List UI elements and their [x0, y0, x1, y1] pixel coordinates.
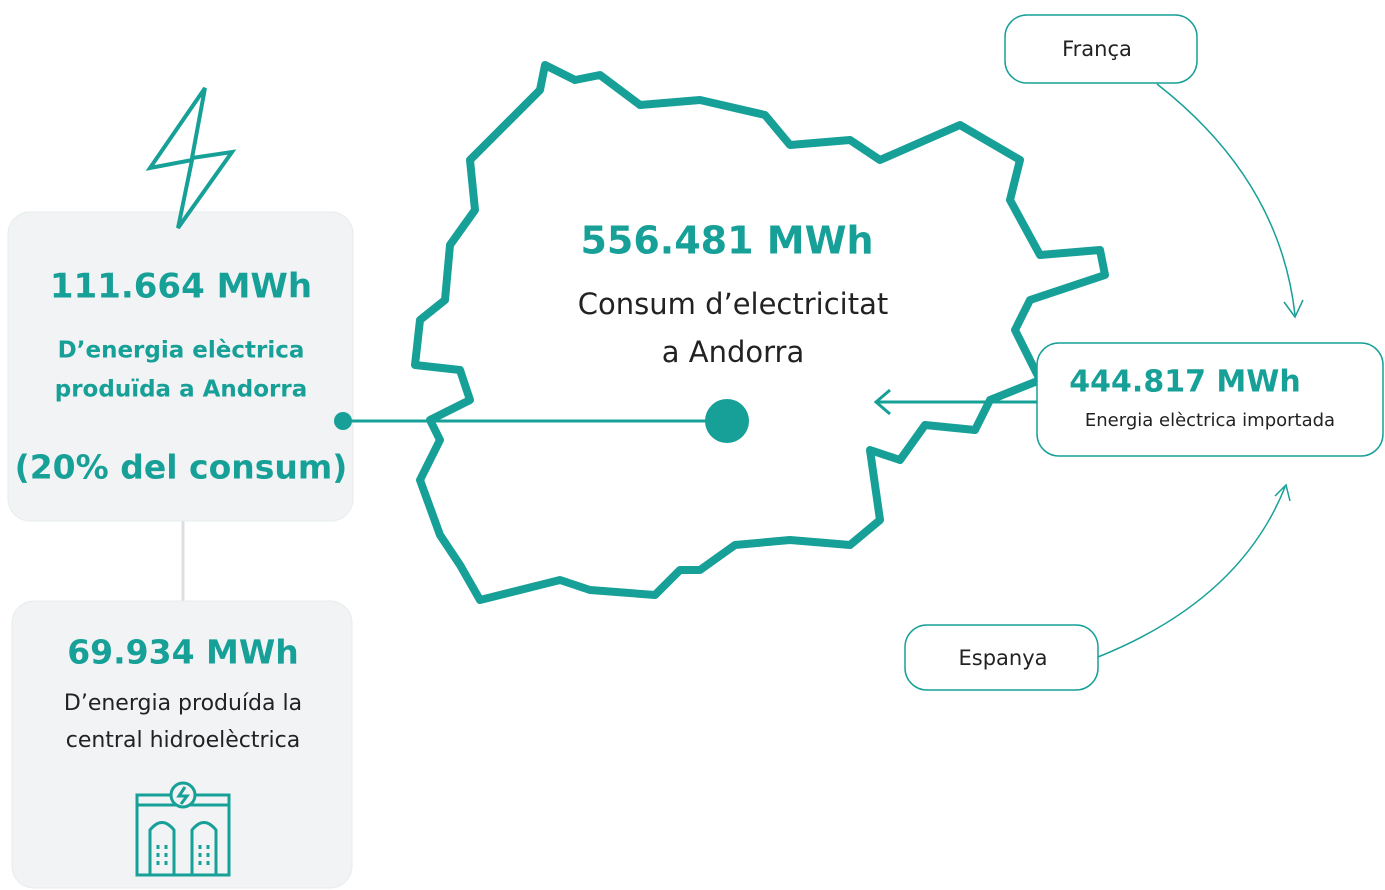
source-label: Espanya	[958, 646, 1047, 670]
spain-arrowhead	[1274, 483, 1291, 502]
produced-label: produïda a Andorra	[55, 377, 308, 403]
hydro-value: 69.934 MWh	[67, 633, 299, 672]
produced-value: 111.664 MWh	[50, 267, 312, 307]
hydro-label: central hidroelèctrica	[66, 728, 301, 753]
source-label: França	[1062, 37, 1132, 61]
france-arrowhead	[1283, 299, 1304, 319]
hydro-label: D’energia produída la	[64, 691, 302, 716]
france-box	[1004, 14, 1198, 84]
andorra-outline	[411, 61, 1109, 604]
lightning-icon	[145, 86, 237, 230]
center-dot	[705, 399, 749, 443]
france-arrow	[1156, 83, 1296, 316]
small-dot	[334, 412, 352, 430]
imported-value: 444.817 MWh	[1069, 365, 1300, 400]
spain-box	[904, 624, 1099, 691]
imported-label: Energia elèctrica importada	[1085, 410, 1335, 431]
hydro-icon	[135, 781, 231, 877]
produced-share: (20% del consum)	[15, 448, 348, 487]
spain-arrow	[1097, 486, 1286, 658]
consumption-value: 556.481 MWh	[580, 219, 873, 263]
import-arrowhead	[873, 388, 891, 416]
imported-box	[1036, 342, 1384, 457]
consumption-label: Consum d’electricitat	[578, 287, 889, 321]
consumption-label: a Andorra	[662, 335, 804, 369]
produced-label: D’energia elèctrica	[58, 338, 305, 364]
hydro-box	[11, 600, 353, 889]
